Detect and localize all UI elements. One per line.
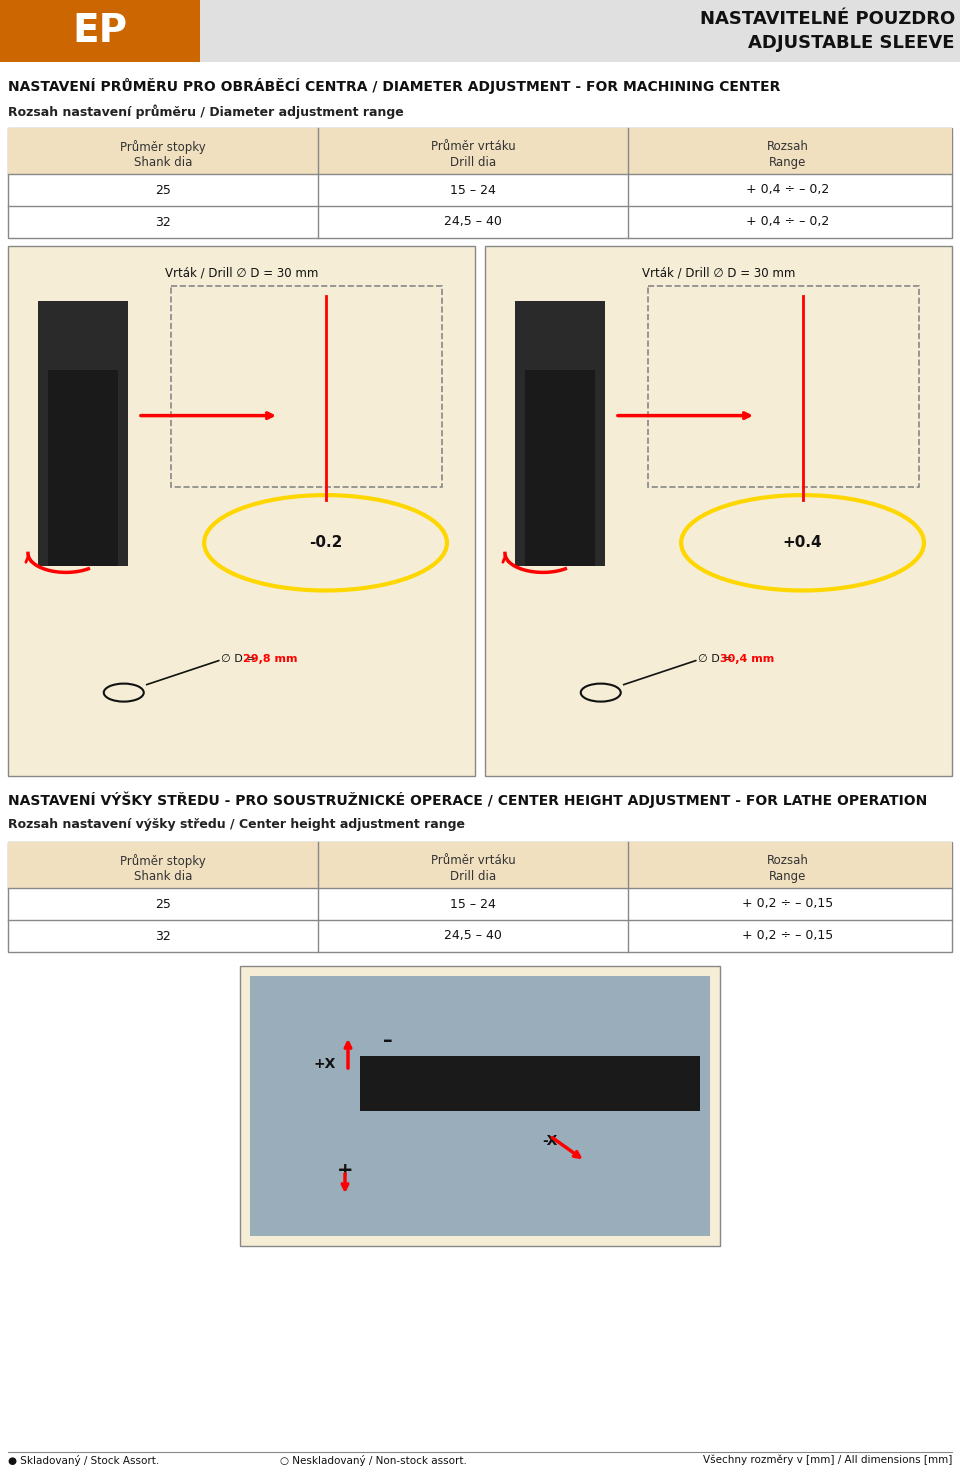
Text: 29,8 mm: 29,8 mm [243, 654, 298, 664]
Bar [8, 842, 952, 888]
Bar [250, 977, 710, 1236]
Bar [8, 127, 952, 173]
Text: Všechny rozměry v [mm] / All dimensions [mm]: Všechny rozměry v [mm] / All dimensions … [703, 1455, 952, 1466]
Text: +0.4: +0.4 [782, 535, 823, 550]
Bar [485, 246, 952, 777]
Text: EP: EP [72, 12, 128, 50]
Bar [0, 0, 200, 62]
Text: -X: -X [542, 1134, 558, 1149]
Text: +X: +X [314, 1057, 336, 1071]
Text: –: – [383, 1031, 393, 1051]
Bar [200, 0, 960, 62]
Text: + 0,2 ÷ – 0,15: + 0,2 ÷ – 0,15 [742, 929, 833, 943]
Text: Shank dia: Shank dia [133, 156, 192, 169]
Bar [8, 246, 475, 777]
Text: Shank dia: Shank dia [133, 870, 192, 883]
Text: ∅ D =: ∅ D = [221, 654, 255, 664]
Text: + 0,2 ÷ – 0,15: + 0,2 ÷ – 0,15 [742, 898, 833, 910]
Text: Průměr vrtáku: Průměr vrtáku [431, 854, 516, 867]
Bar [8, 127, 952, 239]
Bar [240, 966, 720, 1246]
Text: Průměr stopky: Průměr stopky [120, 854, 205, 868]
Text: 15 – 24: 15 – 24 [450, 184, 496, 197]
Text: NASTAVENÍ VÝŠKY STŘEDU - PRO SOUSTRUŽNICKÉ OPERACE / CENTER HEIGHT ADJUSTMENT - : NASTAVENÍ VÝŠKY STŘEDU - PRO SOUSTRUŽNIC… [8, 791, 927, 809]
Bar [648, 286, 920, 488]
Text: + 0,4 ÷ – 0,2: + 0,4 ÷ – 0,2 [746, 215, 829, 228]
Bar [515, 301, 605, 566]
Text: + 0,4 ÷ – 0,2: + 0,4 ÷ – 0,2 [746, 184, 829, 197]
Text: ∅ D =: ∅ D = [698, 654, 732, 664]
Bar [525, 370, 595, 566]
Text: NASTAVITELNÉ POUZDRO
ADJUSTABLE SLEEVE: NASTAVITELNÉ POUZDRO ADJUSTABLE SLEEVE [700, 9, 955, 52]
Text: ● Skladovaný / Stock Assort.: ● Skladovaný / Stock Assort. [8, 1454, 159, 1466]
Text: 25: 25 [156, 184, 171, 197]
Text: 32: 32 [156, 929, 171, 943]
Bar [8, 842, 952, 951]
Text: Průměr vrtáku: Průměr vrtáku [431, 139, 516, 153]
Text: ○ Neskladovaný / Non-stock assort.: ○ Neskladovaný / Non-stock assort. [280, 1454, 467, 1466]
Ellipse shape [204, 495, 447, 590]
Bar [38, 301, 128, 566]
Text: Rozsah: Rozsah [767, 139, 809, 153]
Text: Drill dia: Drill dia [450, 156, 496, 169]
Text: 24,5 – 40: 24,5 – 40 [444, 215, 502, 228]
Bar [360, 1057, 700, 1112]
Text: 15 – 24: 15 – 24 [450, 898, 496, 910]
Text: 25: 25 [156, 898, 171, 910]
Text: Drill dia: Drill dia [450, 870, 496, 883]
Text: Vrták / Drill ∅ D = 30 mm: Vrták / Drill ∅ D = 30 mm [165, 265, 318, 279]
Text: Rozsah nastavení průměru / Diameter adjustment range: Rozsah nastavení průměru / Diameter adju… [8, 104, 404, 119]
Bar [48, 370, 118, 566]
Bar [172, 286, 443, 488]
Ellipse shape [682, 495, 924, 590]
Text: NASTAVENÍ PRŮMĚRU PRO OBRÁBĚCÍ CENTRA / DIAMETER ADJUSTMENT - FOR MACHINING CENT: NASTAVENÍ PRŮMĚRU PRO OBRÁBĚCÍ CENTRA / … [8, 79, 780, 93]
Text: Vrták / Drill ∅ D = 30 mm: Vrták / Drill ∅ D = 30 mm [642, 265, 795, 279]
Text: +: + [337, 1162, 353, 1181]
Text: Range: Range [769, 156, 806, 169]
Text: Průměr stopky: Průměr stopky [120, 139, 205, 154]
Text: 30,4 mm: 30,4 mm [720, 654, 775, 664]
Text: Rozsah: Rozsah [767, 854, 809, 867]
Text: -0.2: -0.2 [309, 535, 343, 550]
Text: 32: 32 [156, 215, 171, 228]
Text: Rozsah nastavení výšky středu / Center height adjustment range: Rozsah nastavení výšky středu / Center h… [8, 818, 465, 831]
Text: 24,5 – 40: 24,5 – 40 [444, 929, 502, 943]
Text: Range: Range [769, 870, 806, 883]
